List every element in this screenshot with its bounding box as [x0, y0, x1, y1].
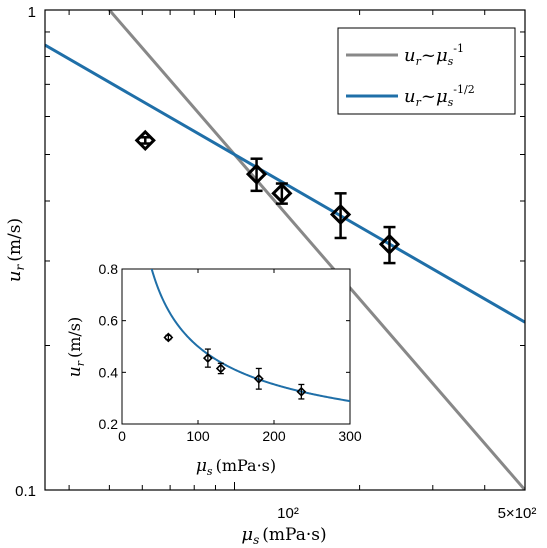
- inset-ticklabels-layer: 0 100 200 300 0.2 0.4 0.6 0.8: [99, 261, 362, 444]
- inset-data-point-4: [296, 386, 307, 397]
- inset-data-point-3: [253, 373, 264, 384]
- inset-ytick-label-3: 0.8: [99, 261, 119, 277]
- inset-ytick-label-1: 0.4: [99, 364, 119, 380]
- legend-box: [337, 27, 516, 115]
- main-x-axis-label: μs (mPa·s): [241, 524, 326, 547]
- inset-fit-curve: [150, 269, 350, 403]
- legend-label-gray: ur~μs-1: [404, 42, 464, 68]
- inset-errorbar-3: [255, 367, 262, 390]
- inset-xtick-label-2: 200: [262, 428, 286, 444]
- inset-ytick-label-2: 0.6: [99, 313, 119, 329]
- inset-frame: [121, 268, 351, 425]
- main-data-point-2: [271, 182, 293, 204]
- inset-series-layer: [150, 269, 350, 403]
- main-plot-frame: [44, 9, 526, 491]
- legend-label-blue: ur~μs-1/2: [404, 83, 475, 109]
- inset-y-axis-label: ur(m/s): [65, 317, 87, 377]
- inset-data-point-2: [215, 363, 226, 374]
- inset-x-axis-label: μs (mPa·s): [196, 456, 276, 478]
- inset-data-point-0: [163, 332, 174, 343]
- inset-xtick-label-1: 100: [186, 428, 210, 444]
- main-xtick-label-0: 10²: [277, 505, 299, 522]
- main-y-axis-label: ur(m/s): [4, 218, 27, 282]
- inset-data-point-1: [202, 353, 213, 364]
- main-xtick-label-1: 5×10²: [498, 505, 537, 522]
- inset-ytick-label-0: 0.2: [99, 416, 119, 432]
- main-plot: 1 0.1 10² 5×10² μs (mPa·s) ur(m/s) ur~μs-…: [4, 4, 537, 547]
- main-series-layer: [45, 10, 525, 490]
- main-data-point-0: [134, 129, 156, 152]
- inset-errorbar-1: [204, 348, 211, 368]
- main-ytick-label-1: 1: [28, 4, 36, 21]
- inset-xtick-label-0: 0: [118, 428, 126, 444]
- main-fit-line-1: [107, 10, 525, 490]
- main-ytick-label-0: 0.1: [15, 483, 36, 500]
- legend: ur~μs-1 ur~μs-1/2: [337, 27, 516, 115]
- main-ticks-layer: [45, 9, 526, 491]
- main-errorbar-4: [383, 225, 396, 265]
- main-data-point-1: [245, 163, 268, 185]
- main-errorbar-3: [334, 192, 347, 240]
- inset-ticks-layer: [121, 268, 351, 425]
- inset-plot: 0 100 200 300 0.2 0.4 0.6 0.8 μs (mPa·s) ur(m/s): [65, 261, 362, 478]
- inset-xtick-label-3: 300: [338, 428, 362, 444]
- main-data-point-4: [378, 233, 401, 255]
- main-data-point-3: [329, 203, 352, 226]
